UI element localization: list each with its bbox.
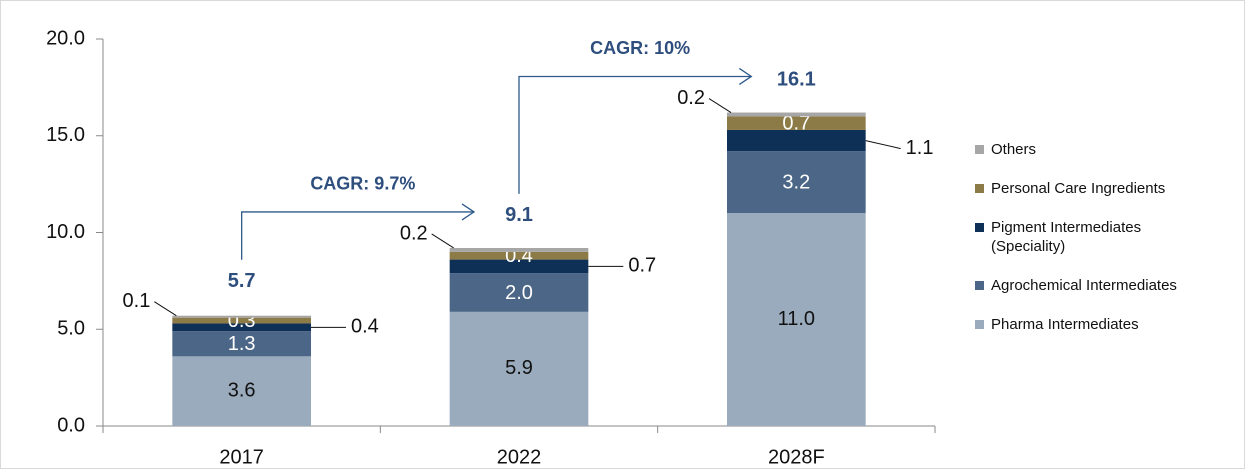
- x-tick-label: 2017: [219, 446, 264, 468]
- data-label: 0.1: [123, 290, 151, 312]
- y-tick-label: 0.0: [57, 414, 85, 436]
- data-label: 0.2: [677, 87, 705, 109]
- leader-line: [154, 301, 177, 317]
- x-tick-label: 2028F: [768, 446, 825, 468]
- y-tick-label: 10.0: [46, 221, 85, 243]
- legend-item: Others: [975, 140, 1240, 159]
- total-label: 16.1: [777, 69, 816, 91]
- legend-item: Pigment Intermediates (Speciality): [975, 218, 1240, 256]
- bar-segment: [449, 251, 589, 260]
- legend: Others Personal Care Ingredients Pigment I…: [975, 140, 1240, 354]
- data-label: 0.3: [228, 310, 256, 332]
- data-label: 3.2: [782, 171, 810, 193]
- legend-item: Pharma Intermediates: [975, 315, 1240, 334]
- legend-label: Pigment Intermediates (Speciality): [991, 219, 1142, 255]
- bar-segment: [172, 315, 311, 318]
- cagr-arrow: [518, 75, 752, 194]
- arrow-head: [461, 203, 476, 221]
- data-label: 3.6: [228, 379, 256, 401]
- data-label: 11.0: [778, 308, 815, 330]
- data-label: 0.4: [351, 316, 379, 338]
- data-label: 0.7: [628, 255, 656, 277]
- x-tick-label: 2022: [497, 446, 542, 468]
- cagr-label: CAGR: 9.7%: [310, 174, 415, 194]
- total-label: 5.7: [228, 270, 256, 292]
- legend-swatch: [975, 281, 984, 290]
- bar-segment: [172, 356, 311, 426]
- bar-segment: [449, 273, 589, 312]
- cagr-label: CAGR: 10%: [590, 38, 690, 58]
- legend-item: Agrochemical Intermediates: [975, 276, 1240, 295]
- cagr-arrow: [241, 211, 474, 260]
- bar-segment: [727, 112, 866, 117]
- legend-item: Personal Care Ingredients: [975, 179, 1240, 198]
- legend-label: Others: [991, 141, 1037, 158]
- bar-segment: [727, 151, 866, 214]
- arrow-head: [738, 67, 753, 86]
- bar-segment: [172, 323, 311, 332]
- y-tick-label: 15.0: [46, 124, 85, 146]
- data-label: 2.0: [505, 282, 533, 304]
- data-label: 0.7: [782, 112, 810, 134]
- bar-segment: [449, 259, 589, 274]
- bar-segment: [727, 213, 866, 426]
- legend-label: Pharma Intermediates: [991, 316, 1139, 333]
- leader-line: [865, 140, 901, 150]
- legend-label: Personal Care Ingredients: [991, 180, 1166, 197]
- bar-segment: [449, 311, 589, 426]
- y-tick-label: 5.0: [57, 318, 85, 340]
- legend-label: Agrochemical Intermediates: [991, 277, 1177, 294]
- bar-segment: [172, 317, 311, 324]
- bar-segment: [727, 116, 866, 130]
- bar-segment: [727, 129, 866, 152]
- data-label: 1.1: [906, 137, 934, 159]
- leader-line: [431, 233, 454, 249]
- y-tick-label: 20.0: [46, 27, 85, 49]
- legend-swatch: [975, 223, 984, 232]
- data-label: 0.2: [400, 222, 428, 244]
- total-label: 9.1: [505, 204, 533, 226]
- legend-swatch: [975, 320, 984, 329]
- leader-line: [708, 98, 732, 113]
- bar-segment: [172, 331, 311, 357]
- data-label: 1.3: [228, 333, 256, 355]
- data-label: 5.9: [505, 357, 533, 379]
- legend-swatch: [975, 184, 984, 193]
- bar-segment: [449, 247, 589, 252]
- legend-swatch: [975, 145, 984, 154]
